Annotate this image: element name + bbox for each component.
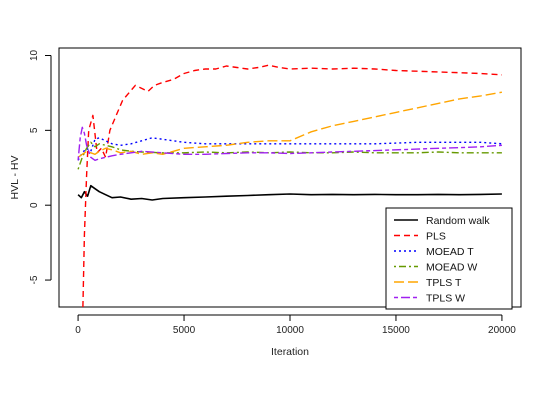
axes: 0 5000 10000 15000 20000 -5 0 5 10 (29, 49, 516, 336)
x-tick-label: 0 (75, 325, 81, 336)
x-tick-label: 15000 (382, 325, 410, 336)
series-line-random-walk (77, 184, 502, 201)
series-line-moead-t (77, 137, 502, 161)
legend-label: MOEAD T (426, 246, 474, 258)
series-line-moead-w (77, 141, 502, 170)
legend-label: PLS (426, 231, 446, 243)
legend-label: Random walk (426, 215, 490, 227)
plot-area (58, 47, 522, 308)
series-layer (77, 64, 503, 307)
x-tick-label: 5000 (173, 325, 196, 336)
legend-label: TPLS T (426, 277, 462, 289)
x-tick-label: 10000 (276, 325, 304, 336)
series-line-tpls-w (77, 126, 502, 162)
y-tick-label: 0 (29, 202, 40, 208)
y-tick-label: 5 (29, 127, 40, 133)
plot-frame (58, 47, 522, 308)
legend: Random walk PLS MOEAD T MOEAD W TPLS T TPLS W (385, 207, 513, 310)
legend-box (385, 207, 513, 310)
legend-label: MOEAD W (426, 262, 477, 274)
legend-label: TPLS W (426, 293, 465, 305)
y-tick-label: 10 (29, 49, 40, 61)
series-line-pls (82, 64, 502, 307)
x-tick-label: 20000 (488, 325, 516, 336)
series-line-tpls-t (77, 91, 503, 158)
y-tick-label: -5 (29, 275, 40, 284)
x-axis-title: Iteration (271, 346, 309, 358)
y-axis-title: HVL - HV (9, 156, 21, 200)
